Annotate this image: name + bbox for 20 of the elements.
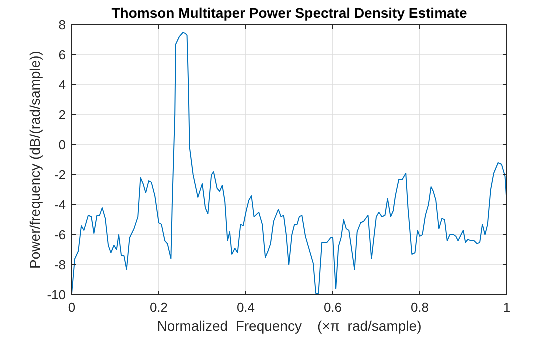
y-tick-label: 4 [58, 78, 66, 93]
x-tick-label: 0.8 [410, 300, 430, 315]
y-axis-title: Power/frequency (dB/(rad/sample)) [27, 51, 43, 269]
line-series [72, 32, 508, 294]
x-tick-label: 0.6 [324, 300, 342, 315]
x-tick-label: 0.2 [150, 300, 168, 315]
x-tick-label: 1 [503, 300, 511, 315]
x-tick-label: 0.4 [236, 300, 256, 315]
y-tick-label: -6 [54, 228, 66, 243]
y-tick-label: -10 [47, 288, 66, 303]
y-tick-label: 2 [58, 108, 66, 123]
y-tick-label: 6 [58, 48, 66, 63]
y-tick-label: -4 [54, 198, 66, 213]
chart-title: Thomson Multitaper Power Spectral Density Estimate [112, 5, 468, 21]
y-tick-label: 0 [58, 138, 66, 153]
y-tick-label: -2 [54, 168, 66, 183]
y-tick-label: 8 [58, 18, 66, 33]
x-axis-title: Normalized Frequency (×π rad/sample) [157, 318, 422, 334]
x-tick-label: 0 [68, 300, 76, 315]
y-tick-label: -8 [54, 258, 66, 273]
